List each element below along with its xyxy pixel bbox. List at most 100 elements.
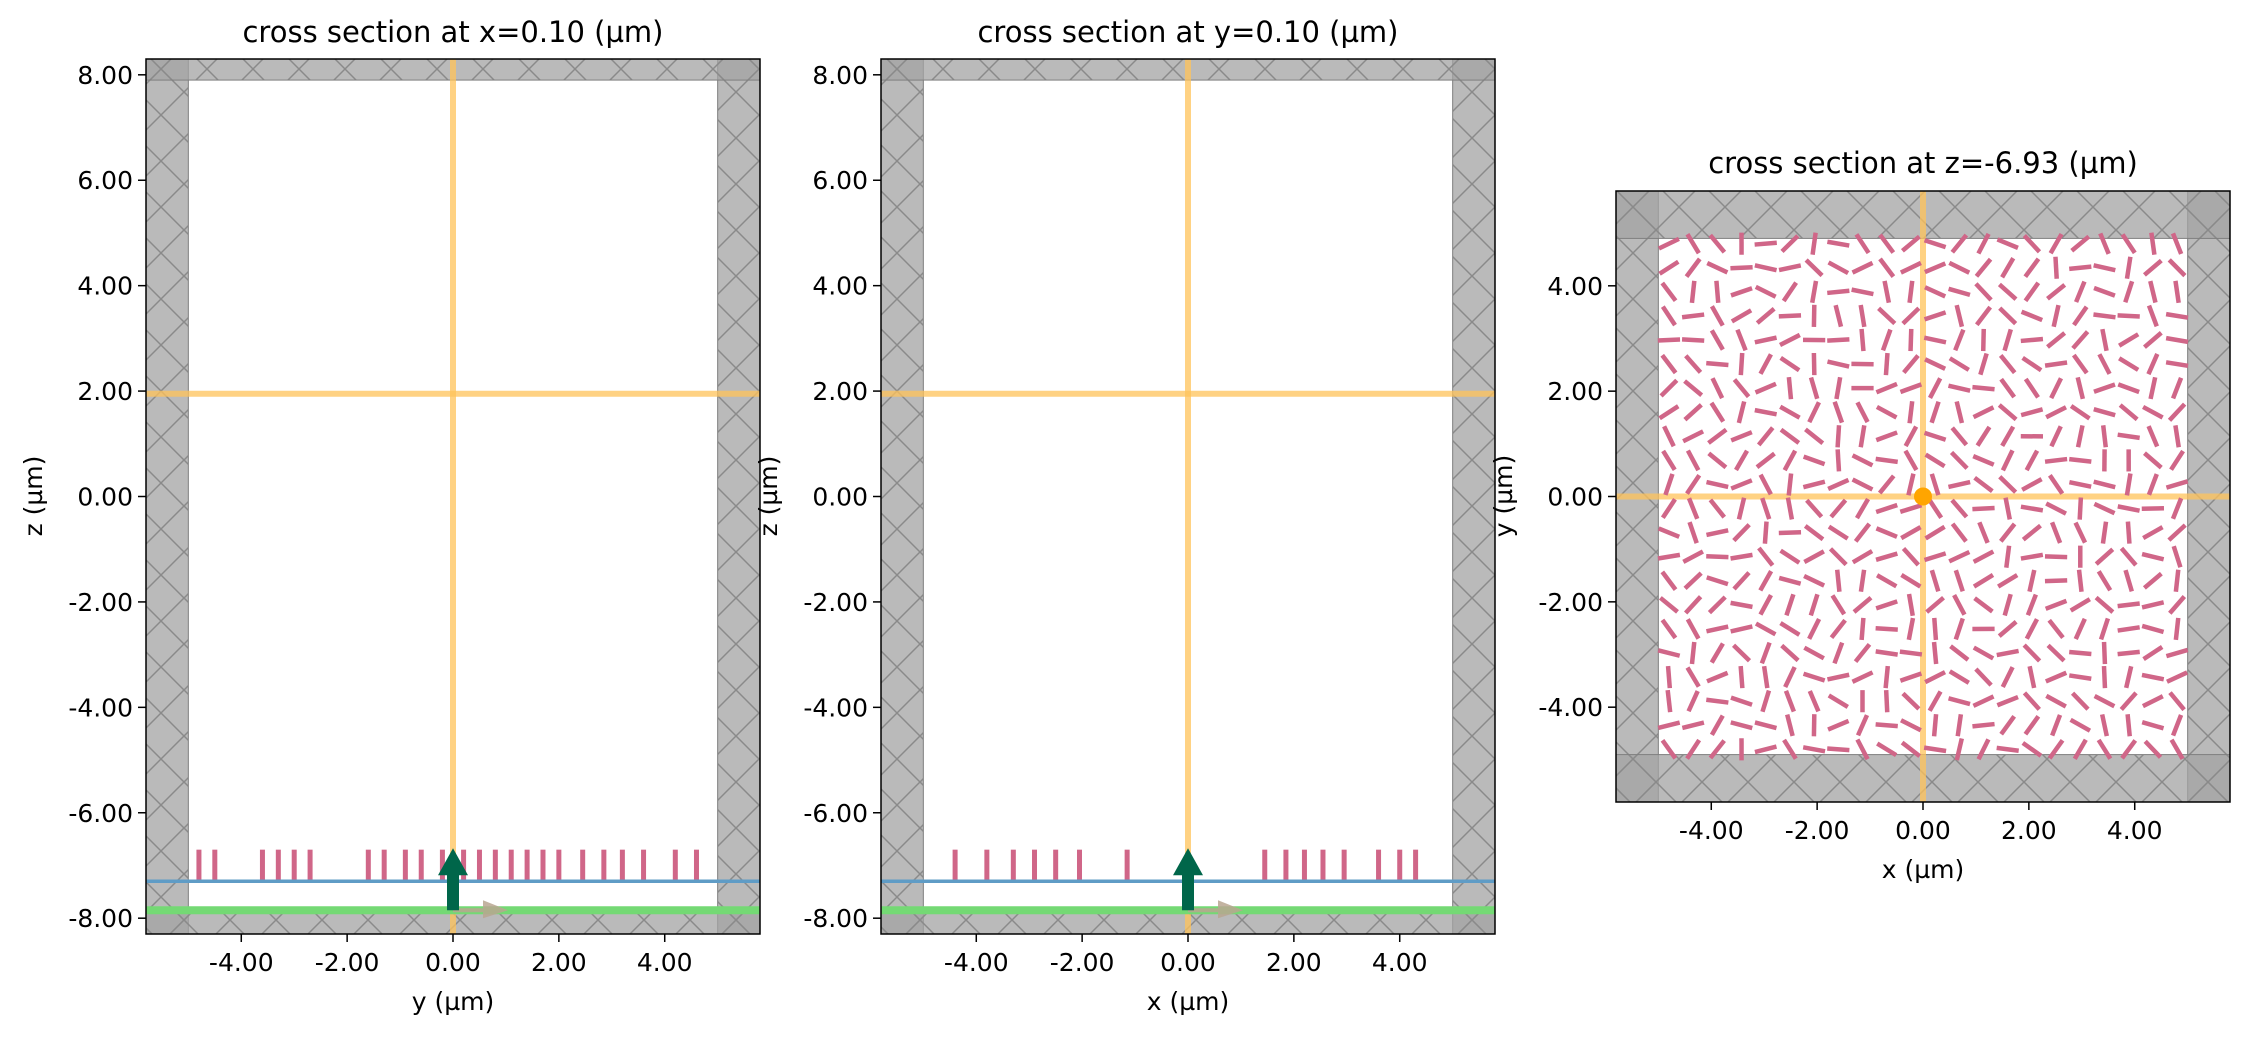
pillar xyxy=(2078,377,2083,399)
pillar xyxy=(1731,288,1752,295)
pillar xyxy=(1810,691,1819,711)
pillar xyxy=(1952,452,1968,468)
source-direction-arrow xyxy=(1173,848,1203,910)
pillar xyxy=(1932,402,1939,423)
pillar xyxy=(2175,425,2178,447)
pillar xyxy=(1876,554,1897,560)
pillar xyxy=(1762,498,1769,519)
pillar xyxy=(1901,720,1921,730)
pillar xyxy=(1827,242,1849,246)
pillar xyxy=(1731,432,1752,440)
pillar xyxy=(2071,406,2089,418)
pillar xyxy=(2047,333,2064,347)
pillar xyxy=(1760,595,1771,614)
pillar xyxy=(1886,690,1887,712)
pillar xyxy=(2104,666,2105,688)
pillar xyxy=(1663,451,1675,470)
pillar xyxy=(2005,594,2011,615)
pillar xyxy=(2149,306,2157,327)
pillar xyxy=(1779,265,1801,270)
pillar xyxy=(1658,723,1680,728)
pillar xyxy=(2028,595,2036,616)
pillar xyxy=(1706,363,1728,365)
pillar xyxy=(1734,380,1748,397)
pillar xyxy=(1706,556,1728,557)
pillar xyxy=(2000,308,2016,323)
pillar xyxy=(1760,354,1770,374)
pillar xyxy=(2074,355,2087,373)
pillar xyxy=(2024,693,2039,709)
y-tick-label: 6.00 xyxy=(812,166,868,195)
pillar xyxy=(1950,358,1969,370)
pillar xyxy=(2045,580,2067,581)
pillar xyxy=(1706,700,1728,703)
pillar xyxy=(1950,671,1969,682)
pillar xyxy=(1977,307,1990,325)
pillar xyxy=(1662,283,1675,301)
pillar xyxy=(1886,666,1888,688)
pillar xyxy=(1706,530,1728,535)
pillar xyxy=(1759,428,1773,445)
pml-hatch xyxy=(146,59,188,934)
pillar xyxy=(1804,576,1824,586)
pillar xyxy=(1880,259,1893,277)
pillar xyxy=(1660,598,1677,612)
pillar xyxy=(2095,696,2115,706)
pillar xyxy=(1692,281,1694,303)
pillar xyxy=(2049,620,2063,637)
pillar xyxy=(2103,425,2106,447)
pillar xyxy=(1668,666,1670,688)
pillar xyxy=(2052,715,2060,736)
pillar xyxy=(1712,330,1723,349)
panel-z-section: cross section at z=-6.93 (µm) -4.00-2.00… xyxy=(1489,146,2230,884)
pillar xyxy=(1732,310,1751,321)
pillar xyxy=(601,850,606,882)
pillar xyxy=(2128,522,2130,544)
pillar xyxy=(1925,312,1946,319)
pillar xyxy=(509,850,514,882)
pillar xyxy=(1856,524,1870,541)
pillar xyxy=(2001,716,2014,734)
pillar xyxy=(1908,474,1913,496)
x-tick-label: -4.00 xyxy=(209,948,274,977)
pillar xyxy=(1765,522,1767,544)
pillar xyxy=(1032,850,1037,882)
y-tick-label: 4.00 xyxy=(812,272,868,301)
pillar xyxy=(1786,691,1794,712)
pillar xyxy=(1852,672,1872,681)
pillar xyxy=(2047,285,2064,299)
pillar xyxy=(1710,500,1724,517)
pillar xyxy=(1779,532,1801,533)
pillar xyxy=(1951,646,1969,660)
pillar xyxy=(1835,402,1842,423)
pillar xyxy=(1976,284,1991,300)
pillar xyxy=(1838,425,1839,447)
pillar xyxy=(1948,386,1970,391)
pillar xyxy=(1731,698,1752,705)
pillar xyxy=(2120,405,2137,419)
pillar xyxy=(1930,378,1940,398)
pillar xyxy=(1707,673,1728,681)
pillar xyxy=(1741,353,1742,375)
pillar xyxy=(1973,696,1993,705)
pillar xyxy=(2144,261,2161,275)
pillar xyxy=(1813,233,1816,255)
pillar xyxy=(1320,850,1325,882)
pillar xyxy=(1925,433,1946,440)
pillar xyxy=(2045,362,2067,365)
pillar xyxy=(2144,453,2161,467)
pillar xyxy=(1880,476,1894,493)
pillar xyxy=(2143,527,2162,538)
pillar xyxy=(2051,378,2061,398)
pillar xyxy=(1760,571,1771,590)
pillar xyxy=(2069,267,2091,269)
pillar xyxy=(2151,377,2156,399)
pillar xyxy=(2096,598,2113,613)
pillar xyxy=(1948,482,1970,487)
pillar xyxy=(1903,693,1919,708)
pillar xyxy=(1762,643,1770,664)
y-tick-label: -6.00 xyxy=(803,799,868,828)
pillar xyxy=(1853,455,1873,465)
pillar xyxy=(308,850,313,882)
pillar xyxy=(1957,401,1962,423)
